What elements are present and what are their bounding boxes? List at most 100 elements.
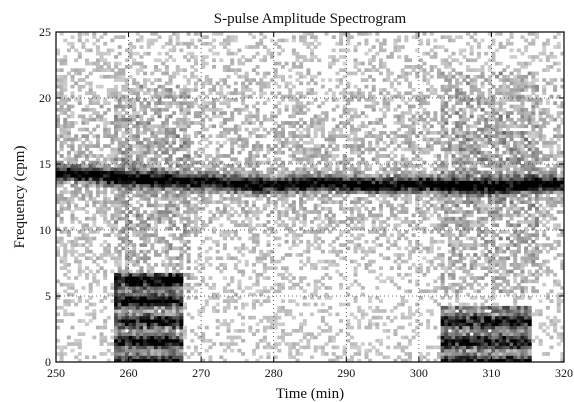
- heat-cell: [63, 111, 68, 115]
- heat-cell: [248, 81, 253, 86]
- heat-cell: [357, 180, 362, 185]
- heat-cell: [114, 312, 119, 317]
- heat-cell: [95, 177, 100, 181]
- heat-cell: [168, 187, 173, 191]
- heat-cell: [360, 226, 365, 231]
- heat-cell: [201, 358, 206, 363]
- heat-cell: [378, 309, 383, 313]
- heat-cell: [386, 164, 391, 168]
- heat-cell: [95, 111, 100, 115]
- heat-cell: [204, 167, 209, 171]
- heat-cell: [415, 332, 420, 336]
- heat-cell: [186, 45, 191, 49]
- heat-cell: [161, 348, 166, 353]
- heat-cell: [368, 167, 373, 171]
- heat-cell: [378, 187, 383, 191]
- heat-cell: [153, 78, 158, 82]
- heat-cell: [407, 140, 412, 145]
- heat-cell: [241, 200, 246, 204]
- heat-cell: [215, 154, 220, 158]
- heat-cell: [266, 183, 271, 188]
- heat-cell: [215, 51, 220, 56]
- heat-cell: [132, 206, 137, 211]
- heat-cell: [124, 117, 129, 122]
- heat-cell: [411, 220, 416, 224]
- heat-cell: [288, 190, 293, 195]
- heat-cell: [415, 190, 420, 195]
- heat-cell: [280, 282, 285, 287]
- heat-cell: [270, 180, 275, 185]
- heat-cell: [255, 197, 260, 201]
- heat-cell: [288, 253, 293, 257]
- heat-cell: [117, 68, 122, 72]
- heat-cell: [85, 249, 90, 254]
- heat-cell: [77, 98, 82, 102]
- heat-cell: [277, 147, 282, 152]
- heat-cell: [262, 269, 267, 274]
- heat-cell: [386, 355, 391, 360]
- heat-cell: [251, 292, 256, 297]
- heat-cell: [201, 104, 206, 109]
- heat-cell: [121, 322, 126, 327]
- heat-cell: [179, 246, 184, 251]
- heat-cell: [407, 256, 412, 261]
- heat-cell: [179, 355, 184, 360]
- heat-cell: [415, 94, 420, 99]
- heat-cell: [66, 104, 71, 109]
- heat-cell: [353, 65, 358, 69]
- heat-cell: [190, 173, 195, 178]
- heat-cell: [204, 41, 209, 46]
- heat-cell: [121, 226, 126, 231]
- heat-cell: [324, 197, 329, 201]
- heat-cell: [114, 84, 119, 89]
- heat-cell: [226, 187, 231, 191]
- heat-cell: [248, 58, 253, 63]
- heat-cell: [183, 282, 188, 287]
- heat-cell: [295, 183, 300, 188]
- heat-cell: [226, 305, 231, 310]
- heat-cell: [179, 289, 184, 294]
- heat-cell: [255, 173, 260, 178]
- heat-cell: [103, 111, 108, 115]
- heat-cell: [222, 203, 227, 208]
- heat-cell: [317, 345, 322, 350]
- heat-cell: [302, 38, 307, 43]
- heat-cell: [208, 263, 213, 267]
- heat-cell: [310, 160, 315, 165]
- heat-cell: [219, 131, 224, 135]
- heat-cell: [360, 249, 365, 254]
- heat-cell: [85, 266, 90, 270]
- heat-cell: [306, 239, 311, 244]
- heat-cell: [233, 183, 238, 188]
- heat-cell: [150, 173, 155, 178]
- heat-cell: [183, 230, 188, 234]
- heat-cell: [317, 71, 322, 76]
- heat-cell: [393, 134, 398, 138]
- heat-cell: [262, 114, 267, 119]
- heat-cell: [270, 249, 275, 254]
- heat-cell: [183, 134, 188, 138]
- heat-cell: [139, 38, 144, 43]
- heat-cell: [132, 296, 137, 300]
- heat-cell: [70, 140, 75, 145]
- heat-cell: [132, 111, 137, 115]
- heat-cell: [371, 107, 376, 112]
- heat-cell: [114, 315, 119, 320]
- heat-cell: [153, 88, 158, 92]
- heat-cell: [103, 170, 108, 175]
- heat-cell: [262, 190, 267, 195]
- heat-cell: [153, 216, 158, 221]
- heat-cell: [95, 144, 100, 148]
- heat-cell: [306, 210, 311, 214]
- heat-cell: [386, 246, 391, 251]
- heat-cell: [103, 173, 108, 178]
- heat-cell: [172, 137, 177, 142]
- heat-cell: [157, 352, 162, 356]
- heat-cell: [186, 147, 191, 152]
- heat-cell: [335, 345, 340, 350]
- heat-cell: [157, 164, 162, 168]
- heat-cell: [204, 249, 209, 254]
- heat-cell: [117, 157, 122, 162]
- heat-cell: [251, 332, 256, 336]
- heat-cell: [222, 289, 227, 294]
